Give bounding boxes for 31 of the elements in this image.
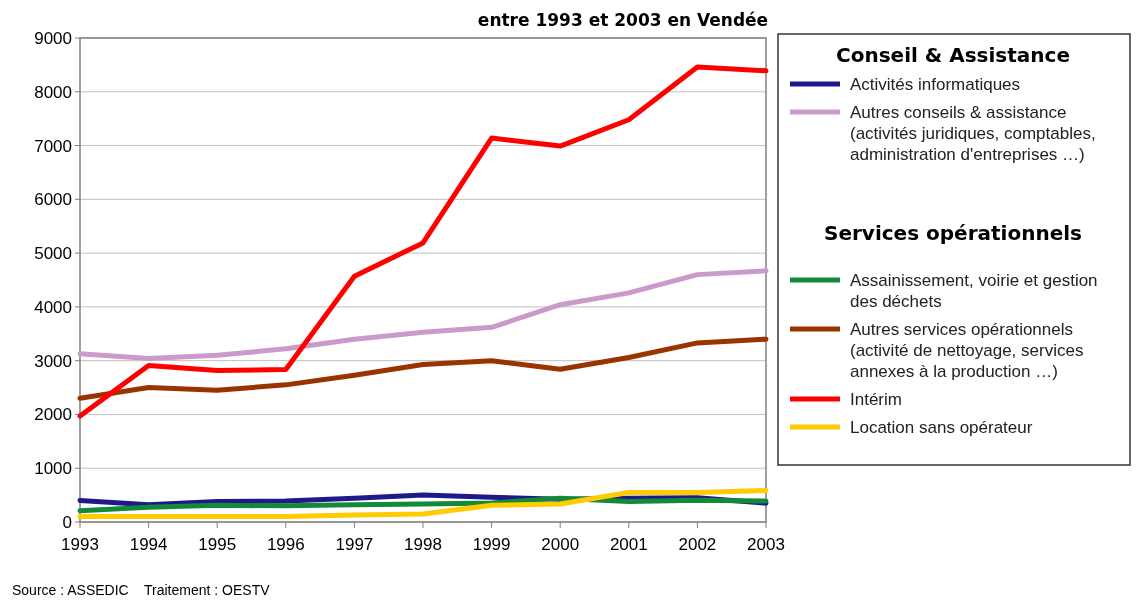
legend-label: Assainissement, voirie et gestion des déchets xyxy=(850,271,1098,311)
y-tick-label: 4000 xyxy=(34,297,72,317)
legend-label: Autres conseils & assistance (activités juridiques, comptables, administration d'entreprises …) xyxy=(850,103,1096,164)
x-tick-label: 2001 xyxy=(609,535,648,554)
y-tick-label: 1000 xyxy=(34,459,72,479)
y-tick-label: 5000 xyxy=(34,244,72,264)
y-tick-label: 9000 xyxy=(34,28,72,48)
x-tick-label: 2000 xyxy=(541,535,580,554)
text: Conseil & Assistance xyxy=(836,43,1070,67)
x-tick-label: 1999 xyxy=(472,535,511,554)
source-note: Source : ASSEDIC Traitement : OESTV xyxy=(12,582,271,598)
chart-title: entre 1993 et 2003 en Vendée xyxy=(477,10,769,30)
legend-label: Intérim xyxy=(850,390,902,409)
y-tick-label: 3000 xyxy=(34,351,72,371)
text: Services opérationnels xyxy=(824,221,1082,245)
x-tick-label: 1993 xyxy=(61,535,99,554)
x-tick-label: 1994 xyxy=(129,535,168,554)
x-tick-label: 2003 xyxy=(747,535,785,554)
x-tick-label: 1997 xyxy=(335,535,374,554)
legend-label: Autres services opérationnels (activité de nettoyage, services annexes à la production …) xyxy=(850,320,1084,381)
x-tick-label: 1995 xyxy=(198,535,237,554)
y-tick-label: 7000 xyxy=(34,136,72,156)
x-tick-label: 1996 xyxy=(266,535,305,554)
x-tick-label: 2002 xyxy=(678,535,717,554)
legend-label: Activités informatiques xyxy=(850,75,1021,94)
y-tick-label: 2000 xyxy=(34,405,72,425)
legend-label: Location sans opérateur xyxy=(850,418,1033,437)
y-tick-label: 6000 xyxy=(34,190,72,210)
y-tick-label: 8000 xyxy=(34,82,72,102)
x-tick-label: 1998 xyxy=(404,535,442,554)
y-tick-label: 0 xyxy=(62,512,72,532)
